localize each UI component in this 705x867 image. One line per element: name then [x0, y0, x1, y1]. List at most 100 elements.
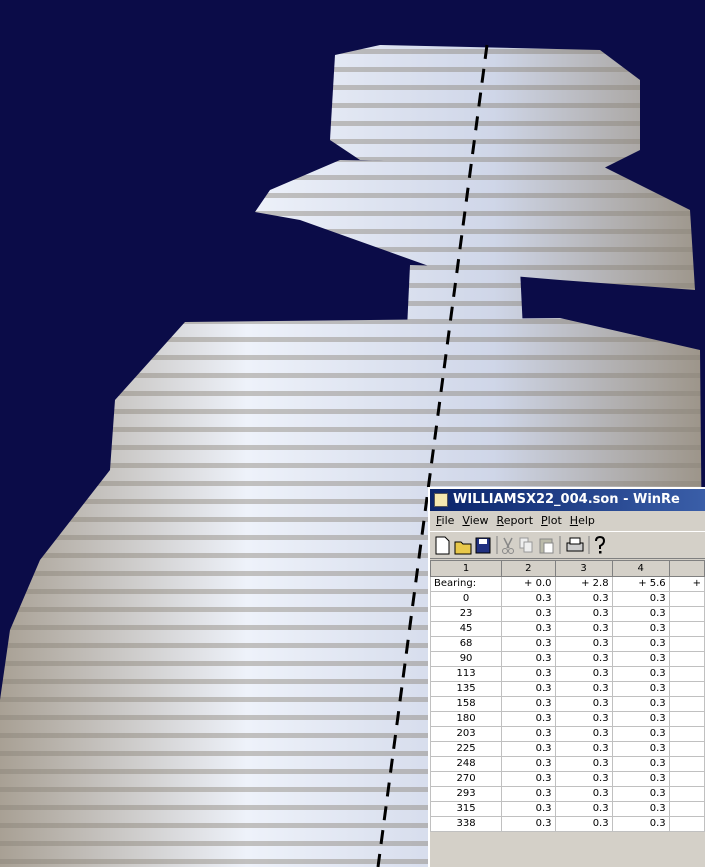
column-header — [668, 560, 705, 577]
cell — [668, 621, 705, 637]
cell: 0.3 — [611, 696, 670, 712]
cell: 0.3 — [611, 726, 670, 742]
cell: 0.3 — [501, 801, 556, 817]
cell: 0.3 — [554, 696, 613, 712]
cell: 0.3 — [554, 756, 613, 772]
cell: 0.3 — [611, 816, 670, 832]
cell: 0.3 — [501, 606, 556, 622]
row-label: 90 — [430, 651, 503, 667]
cell: 0.3 — [501, 741, 556, 757]
cell: 0.3 — [501, 681, 556, 697]
new-button[interactable] — [435, 536, 450, 555]
row-label: 248 — [430, 756, 503, 772]
row-label: 270 — [430, 771, 503, 787]
cell: 0.3 — [611, 621, 670, 637]
row-label: 180 — [430, 711, 503, 727]
cell: 0.3 — [554, 666, 613, 682]
table-row: 270 0.3 0.3 0.3 — [430, 771, 705, 787]
table-row: 338 0.3 0.3 0.3 — [430, 816, 705, 832]
cell: 0.3 — [501, 591, 556, 607]
cell: 0.3 — [501, 711, 556, 727]
table-row: 158 0.3 0.3 0.3 — [430, 696, 705, 712]
table-row: 225 0.3 0.3 0.3 — [430, 741, 705, 757]
cell: 0.3 — [611, 756, 670, 772]
cell: 0.3 — [611, 801, 670, 817]
help-button[interactable] — [595, 535, 606, 554]
toolbar — [430, 531, 705, 559]
cell: 0.3 — [554, 711, 613, 727]
row-label: 45 — [430, 621, 503, 637]
title-bar: WILLIAMSX22_004.son - WinRe — [430, 489, 705, 511]
cell: 0.3 — [611, 666, 670, 682]
cell — [668, 801, 705, 817]
cell: 0.3 — [611, 651, 670, 667]
cell — [668, 606, 705, 622]
cell: 0.3 — [501, 621, 556, 637]
menu-item[interactable]: Help — [569, 514, 595, 527]
dashed-axis — [376, 44, 489, 867]
table-row: 203 0.3 0.3 0.3 — [430, 726, 705, 742]
cell: 0.3 — [501, 651, 556, 667]
menu-item[interactable]: File — [436, 514, 455, 527]
table-row: 315 0.3 0.3 0.3 — [430, 801, 705, 817]
cell — [668, 771, 705, 787]
row-label: 158 — [430, 696, 503, 712]
cell: 0.3 — [611, 786, 670, 802]
table-row: 113 0.3 0.3 0.3 — [430, 666, 705, 682]
cell — [668, 666, 705, 682]
table-row: 135 0.3 0.3 0.3 — [430, 681, 705, 697]
table-row: 180 0.3 0.3 0.3 — [430, 711, 705, 727]
cell — [668, 696, 705, 712]
app-window: WILLIAMSX22_004.son - WinRe File View Repo… — [428, 487, 705, 867]
table-row: Bearing: + 0.0 + 2.8 + 5.6 + — [430, 576, 705, 592]
data-grid: 1 2 3 4 Bearing: + 0.0 + 2.8 + 5.6 +0 0.3 0.3 0.3 23… — [430, 560, 705, 832]
menu-item[interactable]: View — [462, 514, 489, 527]
cut-button[interactable] — [502, 537, 514, 554]
table-row: 23 0.3 0.3 0.3 — [430, 606, 705, 622]
cell: 0.3 — [501, 726, 556, 742]
column-header: 4 — [611, 560, 670, 577]
menu-item[interactable]: Plot — [541, 514, 562, 527]
cell: 0.3 — [554, 681, 613, 697]
cell — [668, 636, 705, 652]
row-label: 338 — [430, 816, 503, 832]
cell — [668, 726, 705, 742]
row-label: 0 — [430, 591, 503, 607]
cell: + 2.8 — [554, 576, 613, 592]
table-row: 90 0.3 0.3 0.3 — [430, 651, 705, 667]
cell: 0.3 — [554, 726, 613, 742]
cell — [668, 786, 705, 802]
row-label: 225 — [430, 741, 503, 757]
app-icon — [434, 493, 448, 507]
neck — [405, 265, 525, 372]
window-title: WILLIAMSX22_004.son - WinRe — [453, 492, 680, 507]
table-row: 0 0.3 0.3 0.3 — [430, 591, 705, 607]
open-button[interactable] — [454, 541, 472, 555]
cell: 0.3 — [554, 786, 613, 802]
cell: + 0.0 — [501, 576, 556, 592]
menu-item[interactable]: Report — [496, 514, 534, 527]
cell: 0.3 — [611, 591, 670, 607]
row-label: 203 — [430, 726, 503, 742]
cell: + — [668, 576, 705, 592]
row-label: 315 — [430, 801, 503, 817]
table-row: 45 0.3 0.3 0.3 — [430, 621, 705, 637]
copy-button[interactable] — [519, 537, 533, 553]
cell: 0.3 — [501, 696, 556, 712]
print-button[interactable] — [566, 537, 584, 552]
cell: 0.3 — [554, 651, 613, 667]
cell: 0.3 — [554, 606, 613, 622]
cell: 0.3 — [611, 741, 670, 757]
cell: + 5.6 — [611, 576, 670, 592]
save-button[interactable] — [475, 537, 491, 554]
table-row: 68 0.3 0.3 0.3 — [430, 636, 705, 652]
top-block — [330, 45, 640, 170]
menu-bar: File View Report Plot Help — [430, 511, 705, 531]
cell: 0.3 — [611, 711, 670, 727]
cell: 0.3 — [501, 756, 556, 772]
cell: 0.3 — [501, 636, 556, 652]
paste-button[interactable] — [539, 538, 554, 554]
cell: 0.3 — [554, 801, 613, 817]
cell: 0.3 — [501, 666, 556, 682]
